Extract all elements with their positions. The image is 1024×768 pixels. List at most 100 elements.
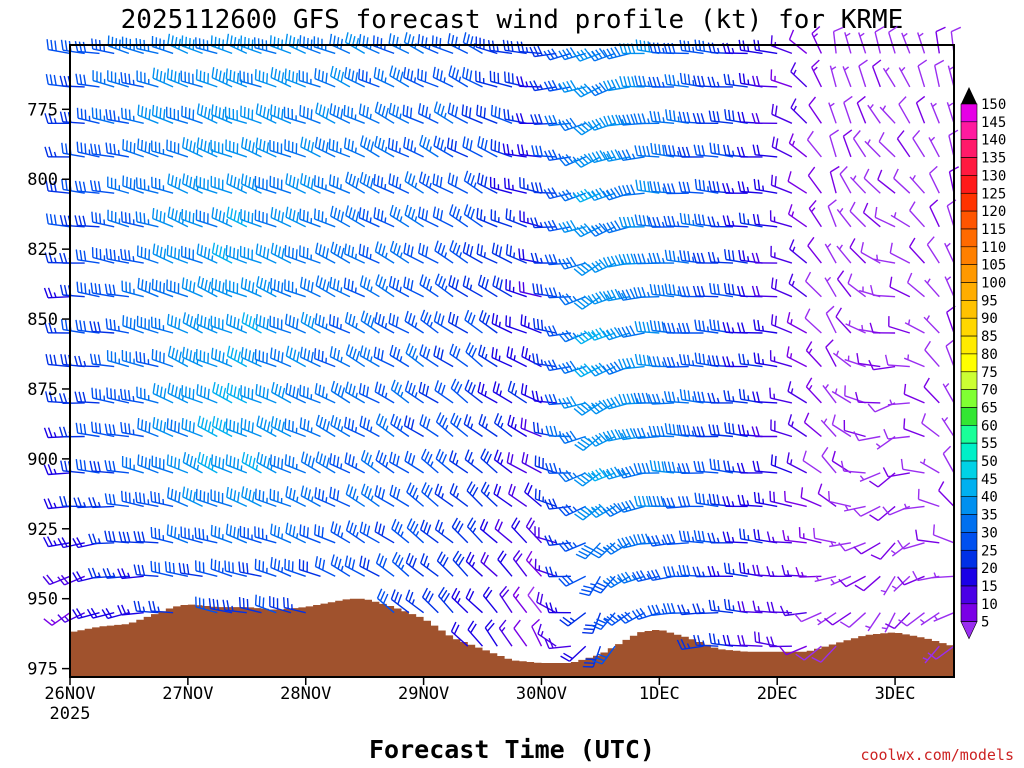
barb-feather — [425, 139, 431, 150]
barb-feather — [45, 391, 49, 402]
barb-feather — [667, 566, 672, 577]
barb-feather — [439, 554, 446, 565]
barb-feather — [225, 313, 229, 325]
barb-feather — [463, 204, 469, 215]
wind-barb — [448, 65, 469, 88]
wind-barb — [180, 526, 203, 544]
wind-barb — [512, 549, 528, 577]
barb-feather — [53, 74, 57, 86]
wind-barb — [572, 188, 601, 203]
barb-feather — [306, 247, 309, 259]
barb-feather — [407, 452, 412, 464]
barb-feather — [218, 419, 223, 431]
barb-feather — [281, 352, 284, 363]
wind-barb — [692, 285, 719, 298]
barb-feather — [664, 144, 668, 156]
barb-feather — [300, 451, 305, 462]
barb-feather — [525, 517, 533, 528]
barb-feather — [411, 384, 416, 396]
barb-feather — [520, 41, 525, 53]
barb-feather — [124, 389, 127, 400]
barb-half-feather — [384, 392, 388, 399]
barb-half-feather — [747, 535, 750, 541]
barb-feather — [91, 567, 97, 578]
barb-feather — [580, 155, 589, 164]
barb-feather — [333, 207, 338, 219]
barb-feather — [617, 468, 624, 479]
barb-feather — [518, 281, 521, 292]
barb-half-feather — [732, 396, 735, 402]
barb-feather — [185, 138, 189, 150]
wind-barb — [152, 383, 174, 404]
barb-feather — [440, 589, 448, 600]
wind-barb — [842, 66, 852, 88]
barb-feather — [334, 383, 339, 394]
barb-feather — [465, 105, 468, 117]
barb-feather — [53, 354, 57, 366]
barb-feather — [163, 72, 166, 83]
wind-barb — [807, 166, 822, 194]
barb-feather — [562, 363, 570, 373]
barb-feather — [395, 316, 399, 328]
barb-feather — [374, 381, 379, 392]
barb-feather — [225, 244, 228, 256]
barb-staff — [497, 559, 513, 577]
barb-feather — [548, 325, 554, 336]
barb-feather — [214, 559, 217, 571]
wind-barb — [709, 458, 734, 474]
barb-feather — [251, 389, 254, 400]
barb-feather — [752, 144, 756, 155]
wind-barb — [343, 104, 365, 124]
barb-feather — [186, 314, 190, 325]
barb-feather — [583, 188, 592, 198]
wind-barb — [300, 485, 321, 508]
barb-feather — [340, 71, 345, 83]
wind-barb — [374, 312, 395, 334]
wind-barb — [677, 322, 704, 334]
barb-feather — [602, 291, 609, 302]
barb-feather — [544, 535, 550, 546]
barb-feather — [549, 602, 554, 613]
barb-feather — [229, 315, 233, 326]
barb-half-feather — [370, 286, 373, 292]
barb-feather — [552, 254, 558, 265]
wind-barb — [617, 288, 645, 301]
barb-feather — [425, 385, 430, 397]
barb-feather — [439, 70, 443, 81]
barb-half-feather — [525, 47, 529, 53]
wind-barb — [648, 216, 675, 228]
barb-feather — [399, 71, 404, 82]
wind-barb — [376, 588, 395, 614]
barb-feather — [80, 282, 83, 293]
barb-staff — [848, 612, 867, 628]
barb-feather — [310, 141, 315, 153]
barb-feather — [174, 349, 179, 361]
barb-feather — [344, 452, 348, 463]
wind-barb — [330, 380, 351, 404]
barb-feather — [322, 418, 327, 430]
barb-feather — [668, 283, 672, 295]
barb-feather — [613, 327, 621, 337]
barb-feather — [192, 212, 195, 224]
barb-feather — [637, 533, 643, 545]
wind-barb — [807, 236, 822, 264]
barb-half-feather — [747, 219, 750, 225]
barb-feather — [661, 321, 665, 333]
barb-feather — [117, 568, 123, 579]
barb-half-feather — [539, 222, 543, 228]
barb-feather — [606, 468, 614, 479]
barb-feather — [713, 143, 716, 154]
wind-barb — [617, 571, 645, 584]
wind-barb — [708, 599, 734, 614]
wind-barb — [709, 142, 734, 158]
barb-feather — [44, 146, 49, 158]
barb-feather — [652, 216, 657, 228]
barb-feather — [365, 210, 369, 222]
barb-feather — [495, 314, 499, 326]
barb-feather — [697, 144, 701, 156]
barb-feather — [382, 454, 387, 466]
barb-feather — [143, 213, 146, 224]
wind-barb — [662, 356, 689, 368]
barb-feather — [277, 70, 281, 82]
barb-feather — [723, 390, 727, 401]
